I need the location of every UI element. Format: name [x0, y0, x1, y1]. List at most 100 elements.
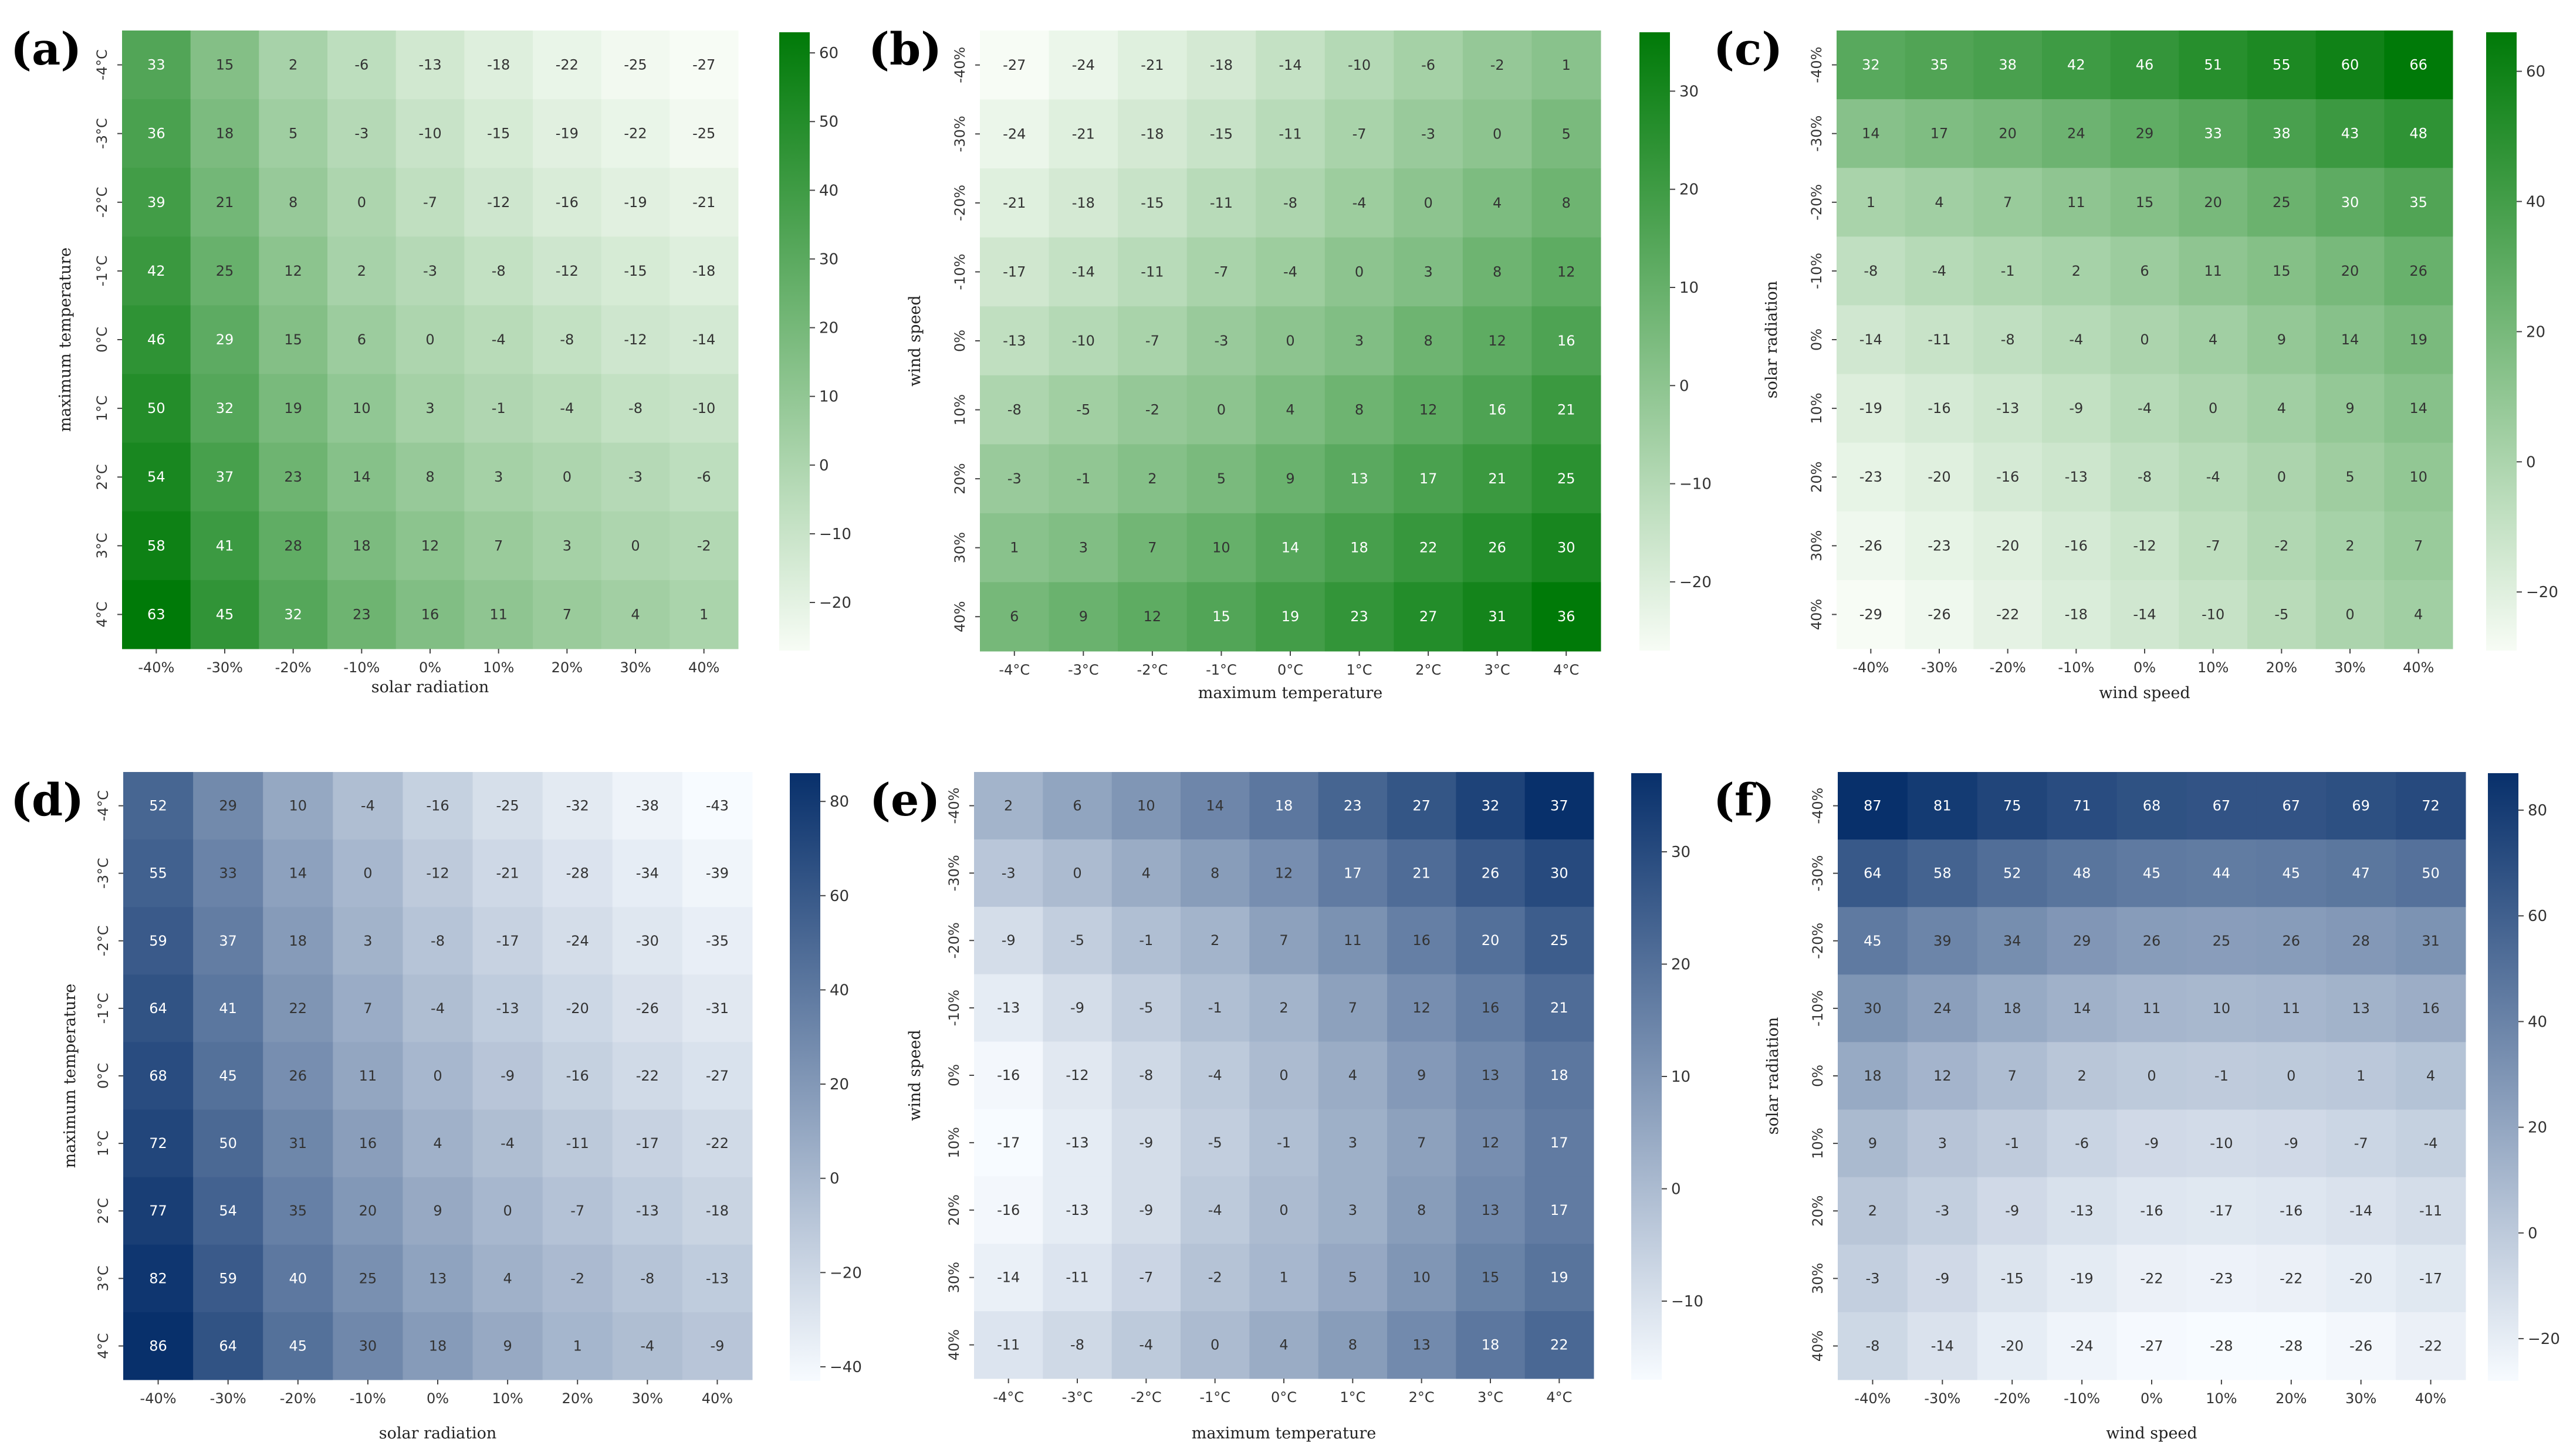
cell-value-label: -22 [2140, 1270, 2163, 1286]
y-tick-label: 10% [952, 394, 968, 425]
heatmap-cell [1905, 374, 1974, 443]
heatmap-cell [1043, 1176, 1113, 1244]
cell-value-label: 32 [284, 606, 302, 622]
cell-value-label: 35 [2409, 194, 2427, 211]
cell-value-label: 28 [2352, 933, 2370, 949]
y-tick-label: 20% [1810, 1196, 1826, 1227]
y-tick-label: -30% [1808, 116, 1825, 152]
heatmap-cell [1111, 1109, 1181, 1177]
heatmap-cell [2186, 772, 2257, 840]
heatmap-cell [1249, 1311, 1319, 1379]
x-tick-label: 10% [2206, 1390, 2237, 1407]
heatmap-cell [1043, 1311, 1113, 1379]
cell-value-label: 40 [289, 1270, 307, 1286]
cell-value-label: 3 [1348, 1135, 1357, 1151]
heatmap-cell [2179, 99, 2248, 168]
cell-value-label: 7 [1148, 540, 1157, 556]
cell-value-label: 29 [219, 798, 237, 814]
cell-value-label: -25 [496, 798, 519, 814]
y-tick-label: -4°C [95, 790, 111, 821]
cell-value-label: 45 [2283, 865, 2301, 882]
heatmap-cell [2042, 168, 2111, 237]
heatmap-cell [2116, 1312, 2187, 1380]
heatmap-cell [2315, 31, 2385, 100]
y-tick-label: 20% [946, 1194, 962, 1225]
heatmap-cell [2047, 1042, 2118, 1110]
heatmap-cell [533, 305, 602, 375]
cell-value-label: 9 [503, 1338, 512, 1354]
cell-value-label: -8 [560, 331, 574, 348]
heatmap-cell [670, 374, 739, 443]
heatmap-cell [2396, 1109, 2466, 1178]
cell-value-label: -12 [624, 331, 647, 348]
heatmap-cell [542, 772, 613, 840]
cell-value-label: 3 [1423, 263, 1432, 280]
heatmap-cell [1249, 1041, 1319, 1109]
heatmap-cell [542, 1042, 613, 1110]
cell-value-label: 8 [1417, 1202, 1426, 1218]
cell-value-label: -43 [706, 798, 729, 814]
cell-value-label: -14 [2133, 606, 2156, 622]
heatmap-cell [1838, 1109, 1908, 1178]
heatmap-cell [2042, 580, 2111, 649]
cell-value-label: 8 [289, 194, 297, 211]
x-tick-label: 3°C [1477, 1389, 1503, 1406]
cell-value-label: -18 [1210, 57, 1233, 73]
cell-value-label: 10 [289, 798, 307, 814]
colorbar-tick-label: 40 [2528, 1013, 2547, 1031]
cell-value-label: 23 [284, 469, 302, 485]
cell-value-label: -16 [426, 798, 449, 814]
y-tick-label: -20% [946, 922, 962, 959]
cell-value-label: -14 [1859, 331, 1882, 348]
heatmap-cell [1977, 772, 2048, 840]
cell-value-label: -16 [566, 1068, 589, 1084]
heatmap-cell [2396, 772, 2466, 840]
cell-value-label: -20 [566, 1000, 589, 1017]
cell-value-label: 1 [1279, 1269, 1288, 1286]
cell-value-label: -1 [2005, 1135, 2019, 1152]
x-tick-label: -3°C [1062, 1389, 1093, 1406]
cell-value-label: 16 [421, 606, 439, 622]
heatmap-cell [2042, 31, 2111, 100]
colorbar [1639, 32, 1670, 651]
heatmap-cell [190, 236, 259, 306]
cell-value-label: -5 [2274, 606, 2288, 622]
heatmap-cell [2256, 1312, 2327, 1380]
cell-value-label: -8 [2138, 469, 2152, 485]
heatmap-cell [1387, 1311, 1456, 1379]
heatmap-cell [263, 1244, 333, 1313]
heatmap-cell [974, 1109, 1043, 1177]
cell-value-label: 0 [1217, 402, 1226, 418]
x-tick-label: -30% [210, 1390, 246, 1407]
cell-value-label: 0 [563, 469, 572, 485]
heatmap-cell [1324, 237, 1394, 307]
heatmap-cell [2116, 1177, 2187, 1245]
colorbar-tick-label: 60 [2526, 63, 2545, 81]
heatmap-cell [2247, 99, 2317, 168]
heatmap-cell [542, 1109, 613, 1178]
cell-value-label: -9 [1935, 1270, 1949, 1286]
cell-value-label: -14 [1072, 263, 1095, 280]
heatmap-cell [327, 305, 397, 375]
cell-value-label: 64 [219, 1338, 237, 1354]
cell-value-label: 58 [147, 537, 165, 554]
cell-value-label: 16 [359, 1135, 377, 1152]
heatmap-cell [2110, 99, 2179, 168]
cell-value-label: 14 [2073, 1000, 2091, 1017]
cell-value-label: -1 [1208, 1000, 1222, 1016]
colorbar-tick-label: 10 [819, 388, 838, 406]
colorbar [2488, 773, 2518, 1381]
cell-value-label: 18 [429, 1338, 447, 1354]
cell-value-label: 15 [2136, 194, 2154, 211]
heatmap-cell [193, 1244, 263, 1313]
heatmap-cell [980, 375, 1050, 445]
cell-value-label: 3 [363, 933, 372, 949]
heatmap-cell [2186, 1042, 2257, 1110]
heatmap-cell [2047, 974, 2118, 1042]
heatmap-cell [1905, 580, 1974, 649]
y-tick-label: -40% [1808, 47, 1825, 83]
heatmap-cell [2047, 1109, 2118, 1178]
cell-value-label: 19 [2409, 331, 2427, 348]
heatmap-cell [1111, 1244, 1181, 1312]
heatmap-cell [259, 236, 328, 306]
